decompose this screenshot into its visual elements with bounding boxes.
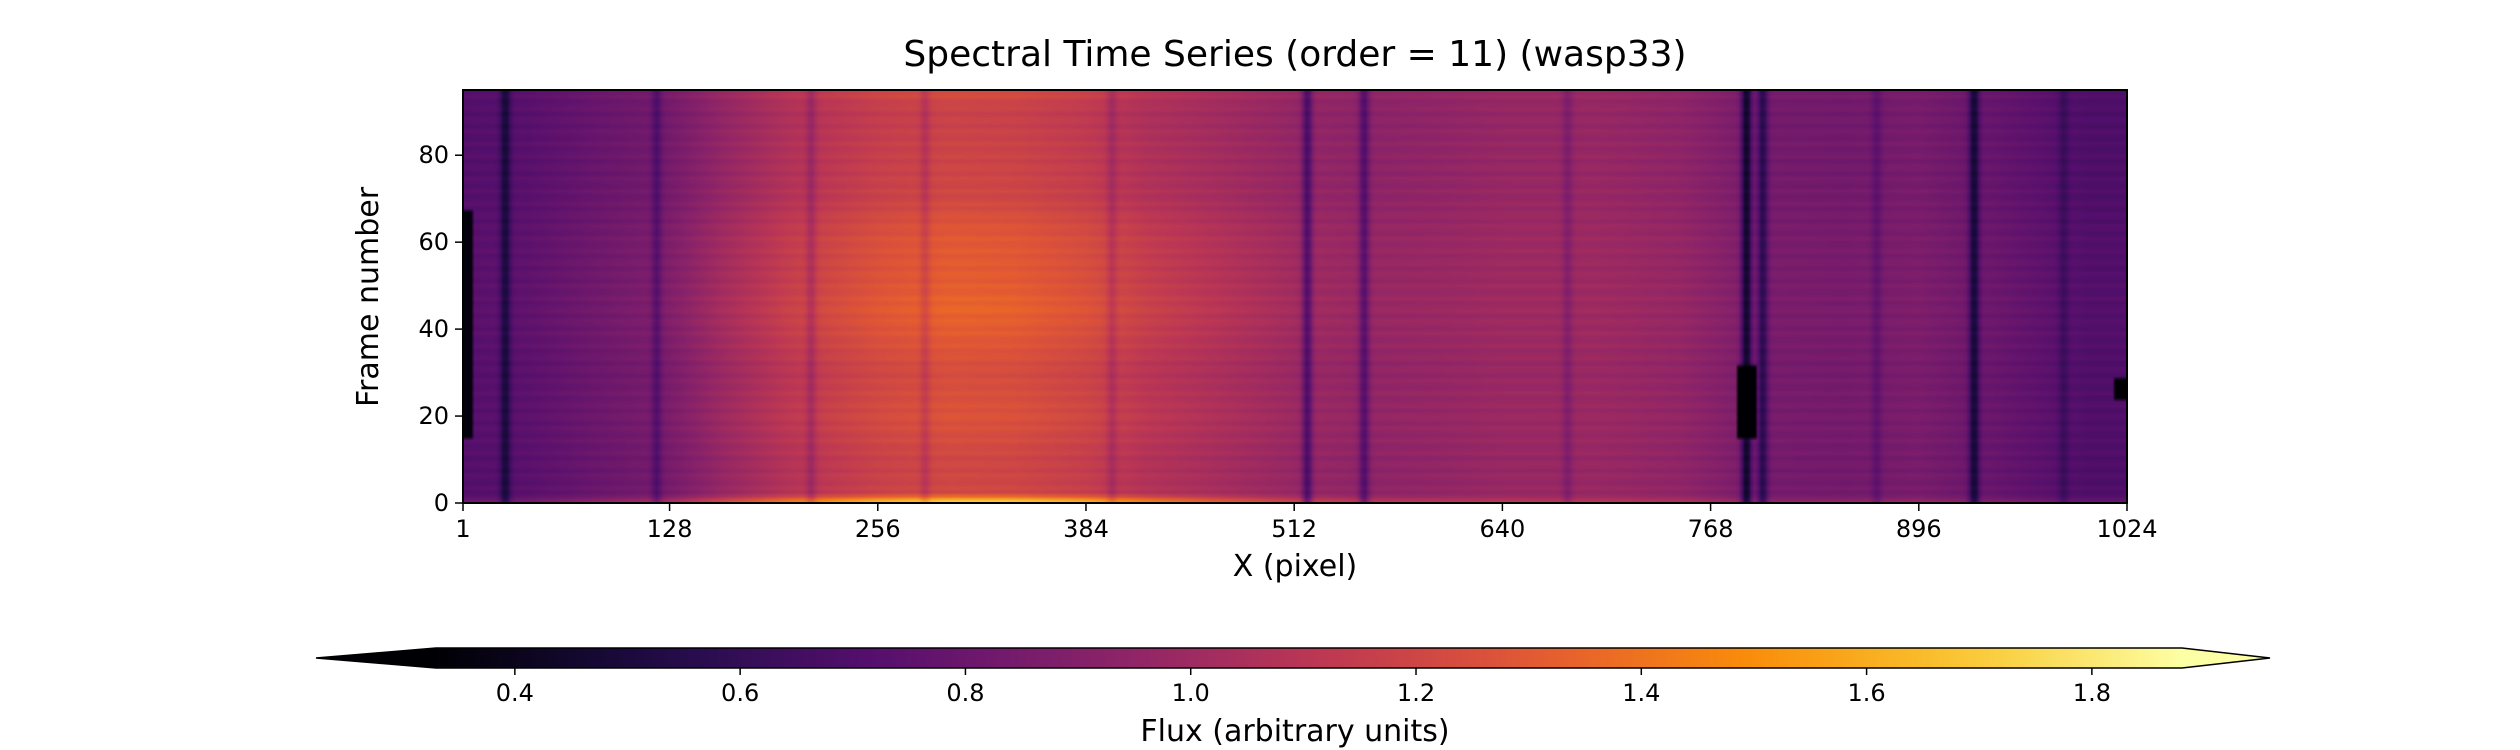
colorbar-gradient: [436, 648, 2182, 668]
colorbar-tick-label: 1.8: [2073, 679, 2111, 707]
x-axis-label: X (pixel): [1233, 549, 1358, 584]
y-axis-label: Frame number: [351, 186, 386, 407]
x-tick-label: 640: [1479, 515, 1525, 543]
colorbar-tick-label: 1.0: [1172, 679, 1210, 707]
x-tick-label: 256: [855, 515, 901, 543]
colorbar-tick-label: 0.8: [946, 679, 984, 707]
colorbar-outline: [315, 647, 2271, 669]
colorbar-tick-label: 1.4: [1622, 679, 1660, 707]
y-tick-label: 80: [418, 141, 449, 169]
colorbar-tick-label: 0.4: [496, 679, 534, 707]
colorbar-extend-low: [316, 648, 436, 668]
x-tick-label: 1: [455, 515, 470, 543]
colorbar-extend-high: [2182, 648, 2270, 668]
y-axis: 0 20 40 60 80: [418, 141, 463, 517]
y-tick-label: 40: [418, 315, 449, 343]
colorbar: 0.4 0.6 0.8 1.0 1.2 1.4 1.6 1.8: [315, 647, 2271, 707]
plot-frame: [462, 89, 2128, 504]
x-tick-label: 1024: [2096, 515, 2157, 543]
colorbar-label: Flux (arbitrary units): [1140, 714, 1449, 749]
heatmap: [463, 90, 2127, 503]
x-tick-label: 896: [1896, 515, 1942, 543]
colorbar-tick-label: 0.6: [721, 679, 759, 707]
colorbar-tick-label: 1.6: [1848, 679, 1886, 707]
heatmap-image: [463, 90, 2127, 503]
chart-title: Spectral Time Series (order = 11) (wasp3…: [903, 34, 1686, 75]
colorbar-tick-label: 1.2: [1397, 679, 1435, 707]
y-tick-label: 0: [434, 489, 449, 517]
x-axis: 1 128 256 384 512 640 768 896 1024: [455, 503, 2158, 543]
x-tick-label: 128: [647, 515, 693, 543]
x-tick-label: 384: [1063, 515, 1109, 543]
y-tick-label: 60: [418, 228, 449, 256]
y-tick-label: 20: [418, 402, 449, 430]
x-tick-label: 512: [1271, 515, 1317, 543]
x-tick-label: 768: [1688, 515, 1734, 543]
